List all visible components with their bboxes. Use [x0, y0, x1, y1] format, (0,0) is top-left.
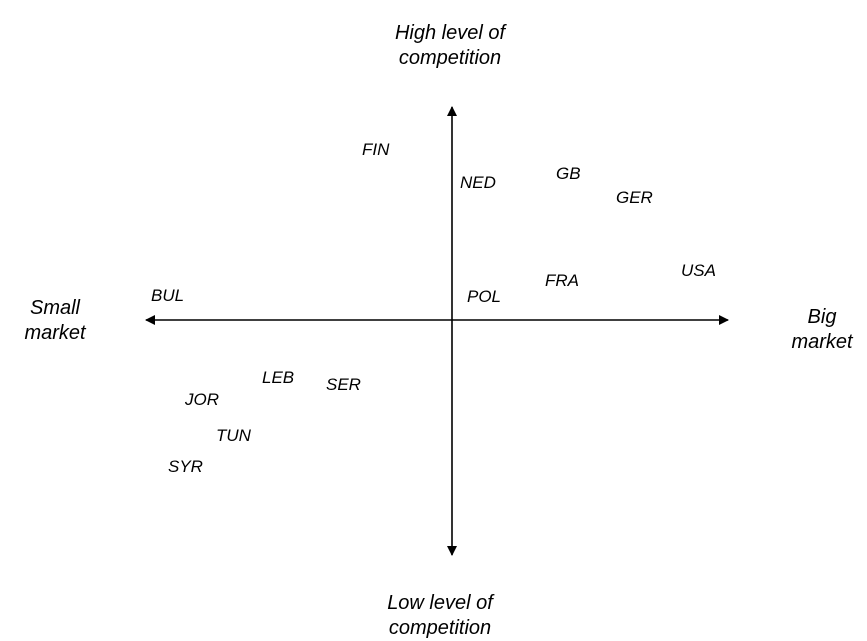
country-label-usa: USA	[681, 261, 716, 280]
country-label-jor: JOR	[185, 390, 219, 409]
axis-label-bottom-line1: Low level of	[387, 592, 493, 614]
country-label-fra: FRA	[545, 271, 579, 290]
country-label-pol: POL	[467, 287, 502, 306]
country-label-fin: FIN	[362, 140, 390, 159]
country-label-syr: SYR	[168, 457, 203, 476]
country-label-ser: SER	[326, 375, 361, 394]
country-label-tun: TUN	[216, 426, 251, 445]
country-label-bul: BUL	[151, 286, 185, 305]
axis-label-right: Big market	[777, 305, 867, 355]
axis-label-bottom: Low level of competition	[330, 591, 550, 641]
axis-label-right-line2: market	[791, 331, 853, 353]
axis-label-top-line1: High level of	[394, 22, 506, 44]
country-label-ger: GER	[616, 188, 653, 207]
axis-label-top-line2: competition	[398, 47, 502, 69]
axis-label-left-line2: market	[24, 322, 86, 344]
axis-label-top: High level of competition	[340, 21, 560, 71]
axis-label-bottom-line2: competition	[388, 617, 492, 639]
country-label-gb: GB	[556, 164, 581, 183]
axis-label-left: Small market	[5, 296, 105, 346]
country-label-leb: LEB	[262, 368, 295, 387]
country-label-ned: NED	[460, 173, 496, 192]
axis-label-right-line1: Big	[807, 306, 837, 328]
axis-label-left-line1: Small	[29, 297, 80, 319]
